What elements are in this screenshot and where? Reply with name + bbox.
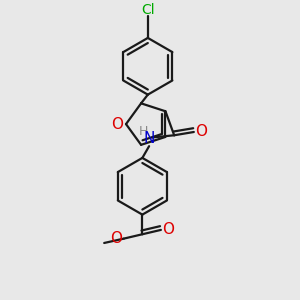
Text: O: O [111,117,123,132]
Text: H: H [139,125,148,139]
Text: Cl: Cl [141,3,154,16]
Text: O: O [110,231,122,246]
Text: O: O [163,222,175,237]
Text: O: O [196,124,208,140]
Text: N: N [143,131,155,146]
